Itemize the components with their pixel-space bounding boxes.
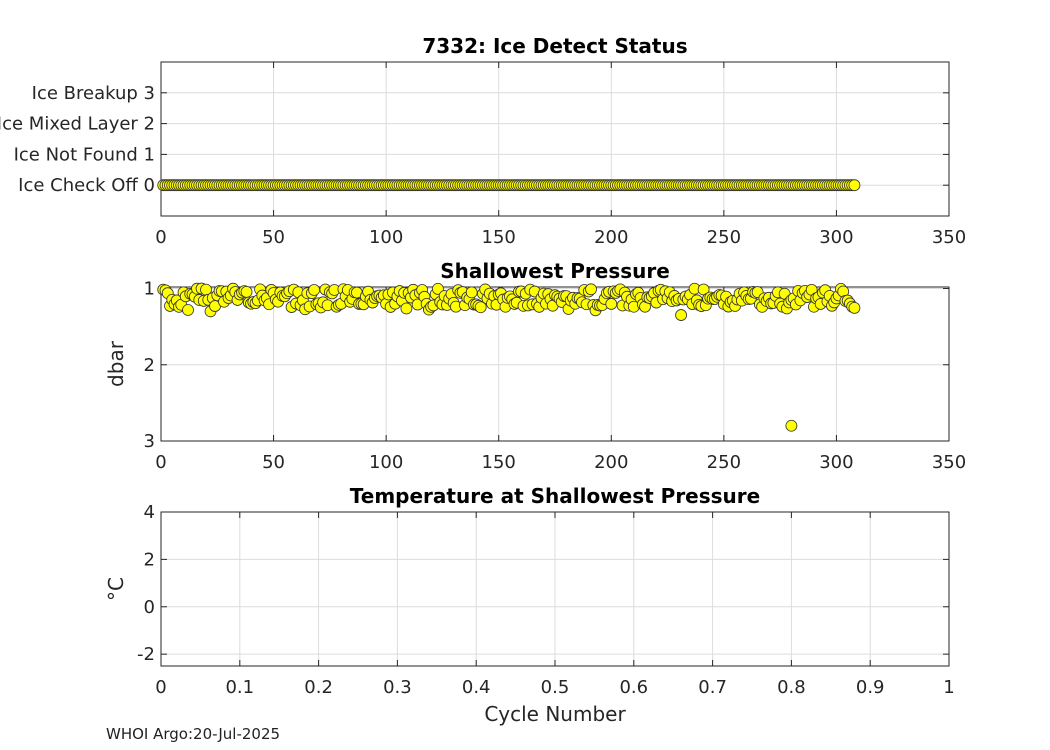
x-tick-label: 50 (262, 452, 285, 473)
y-tick-label: 3 (144, 431, 155, 452)
data-point (240, 285, 253, 298)
x-tick-label: 0.1 (225, 677, 254, 698)
axes-title: 7332: Ice Detect Status (422, 34, 687, 58)
x-tick-label: 300 (819, 452, 853, 473)
x-tick-label: 50 (262, 227, 285, 248)
x-tick-label: 200 (594, 227, 628, 248)
data-point (848, 302, 861, 314)
y-tick-label: Ice Breakup 3 (32, 83, 155, 104)
data-point (848, 179, 861, 192)
x-tick-label: 0.8 (777, 677, 806, 698)
axes-box (160, 61, 950, 217)
y-tick-label: 0 (144, 597, 155, 618)
x-tick-label: 250 (707, 227, 741, 248)
data-point (585, 283, 597, 296)
y-tick-label: 2 (144, 549, 155, 570)
x-tick-label: 0.4 (462, 677, 491, 698)
x-tick-label: 200 (594, 452, 628, 473)
y-tick-label: 1 (144, 279, 155, 300)
x-axis-label: Cycle Number (484, 702, 626, 726)
x-tick-label: 250 (707, 452, 741, 473)
data-point (182, 304, 194, 316)
y-tick-label: Ice Mixed Layer 2 (0, 114, 155, 135)
y-tick-label: Ice Check Off 0 (18, 175, 155, 196)
x-tick-label: 150 (482, 452, 516, 473)
footer-text: WHOI Argo:20-Jul-2025 (106, 725, 281, 743)
data-point (675, 309, 687, 321)
x-tick-label: 350 (932, 452, 966, 473)
axes-title: Temperature at Shallowest Pressure (350, 484, 760, 508)
x-tick-label: 0.3 (383, 677, 412, 698)
x-tick-label: 0 (155, 677, 166, 698)
x-tick-label: 0.5 (541, 677, 570, 698)
data-point (432, 283, 444, 295)
x-tick-label: 0.9 (856, 677, 885, 698)
x-tick-label: 100 (369, 227, 403, 248)
x-tick-label: 0 (155, 452, 166, 473)
data-point (400, 302, 413, 315)
x-tick-label: 300 (819, 227, 853, 248)
x-tick-label: 0 (155, 227, 166, 248)
y-tick-label: Ice Not Found 1 (14, 144, 155, 165)
x-tick-label: 100 (369, 452, 403, 473)
x-tick-label: 0.2 (304, 677, 333, 698)
y-tick-label: 4 (144, 502, 155, 523)
x-tick-label: 0.6 (619, 677, 648, 698)
data-point (605, 298, 618, 310)
x-tick-label: 150 (482, 227, 516, 248)
y-axis-label: °C (104, 577, 128, 601)
data-point-outlier (785, 419, 798, 432)
axes-title: Shallowest Pressure (440, 259, 670, 283)
x-tick-label: 1 (943, 677, 954, 698)
data-point (308, 284, 320, 296)
data-point (474, 301, 487, 314)
x-tick-label: 0.7 (698, 677, 727, 698)
y-tick-label: -2 (137, 644, 155, 665)
axes-box (160, 286, 950, 442)
y-tick-label: 2 (144, 355, 155, 376)
x-tick-label: 350 (932, 227, 966, 248)
y-axis-label: dbar (104, 340, 128, 387)
data-point (465, 286, 478, 299)
